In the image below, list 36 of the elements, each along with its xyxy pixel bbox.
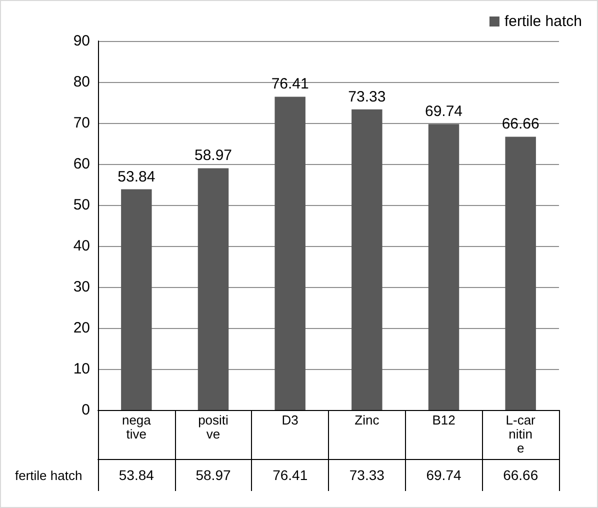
y-tick-label: 10	[73, 360, 90, 378]
y-tick-label: 50	[73, 196, 90, 214]
text: 73.33	[348, 88, 386, 106]
data-label: 53.84	[118, 467, 154, 483]
x-tick-label: L-carnitine	[506, 412, 536, 456]
y-tick-label: 40	[73, 238, 90, 254]
y-tick-label: 0	[82, 402, 90, 418]
text: 58.97	[194, 147, 232, 164]
bar	[198, 168, 229, 410]
y-tick-label: 90	[73, 32, 90, 50]
data-label: 66.66	[503, 467, 538, 483]
y-tick-label: 60	[73, 156, 90, 172]
y-tick-label: 70	[73, 114, 90, 132]
bar	[274, 96, 306, 410]
x-tick-label: negative	[122, 412, 152, 442]
x-tick-label: positive	[198, 412, 229, 442]
y-tick-label: 80	[73, 74, 90, 90]
y-tick-label: 20	[73, 320, 90, 336]
bar	[352, 109, 382, 410]
bar	[505, 136, 536, 410]
text: 69.74	[424, 103, 463, 120]
x-tick-label: Zinc	[354, 412, 380, 428]
data-label: 69.74	[426, 467, 462, 483]
text: 76.41	[271, 76, 309, 93]
text: 66.66	[502, 116, 540, 133]
bar	[428, 124, 460, 410]
legend-label: fertile hatch	[504, 13, 582, 30]
x-tick-label: B12	[432, 412, 456, 428]
bar	[121, 189, 152, 410]
data-label: 73.33	[349, 467, 385, 483]
data-label: 58.97	[196, 467, 231, 483]
y-tick-label: 30	[73, 278, 90, 296]
data-label: 76.41	[272, 467, 308, 483]
x-tick-label: D3	[282, 412, 298, 428]
text: fertile hatch	[15, 468, 82, 483]
text: 53.84	[118, 168, 156, 186]
